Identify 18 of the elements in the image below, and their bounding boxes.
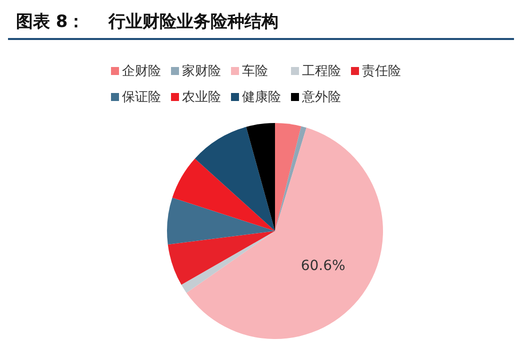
- legend-label: 家财险: [182, 63, 221, 80]
- legend-label: 责任险: [362, 63, 401, 80]
- pie-slice: [275, 123, 302, 231]
- chart-title: 图表 8： 行业财险业务险种结构: [16, 11, 278, 33]
- legend-label: 企财险: [122, 63, 161, 80]
- legend-label: 健康险: [242, 89, 281, 106]
- data-label: 60.6%: [300, 258, 346, 274]
- pie-slice: [167, 198, 275, 245]
- legend-label: 工程险: [302, 63, 341, 80]
- legend-label: 农业险: [182, 89, 221, 106]
- pie-slice: [186, 128, 383, 339]
- pie-slice: [194, 126, 275, 231]
- pie-slice: [181, 231, 275, 293]
- legend-label: 意外险: [302, 89, 341, 106]
- legend-label: 保证险: [122, 89, 161, 106]
- pie-slice: [275, 126, 306, 231]
- legend-label: 车险: [242, 63, 268, 80]
- pie-slice: [246, 123, 275, 231]
